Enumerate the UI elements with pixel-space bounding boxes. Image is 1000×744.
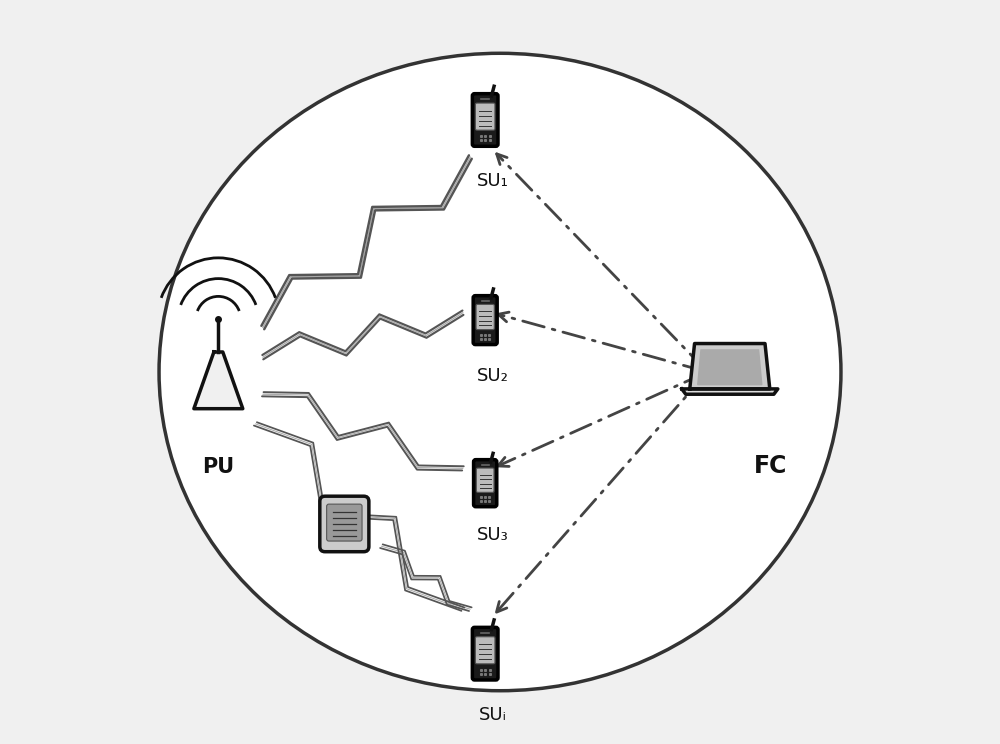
FancyBboxPatch shape xyxy=(320,496,369,552)
FancyBboxPatch shape xyxy=(476,468,494,493)
Ellipse shape xyxy=(159,54,841,690)
Polygon shape xyxy=(690,344,770,389)
Text: SU₂: SU₂ xyxy=(477,367,509,385)
Text: FC: FC xyxy=(754,454,787,478)
FancyBboxPatch shape xyxy=(475,637,495,664)
Polygon shape xyxy=(682,389,778,394)
Polygon shape xyxy=(194,352,243,408)
FancyBboxPatch shape xyxy=(472,627,498,680)
FancyBboxPatch shape xyxy=(474,460,497,507)
Polygon shape xyxy=(698,350,762,385)
Text: SU₃: SU₃ xyxy=(477,526,508,544)
FancyBboxPatch shape xyxy=(476,304,494,330)
FancyBboxPatch shape xyxy=(472,94,498,147)
FancyBboxPatch shape xyxy=(327,504,362,541)
FancyBboxPatch shape xyxy=(475,103,495,130)
Text: SUᵢ: SUᵢ xyxy=(479,705,507,724)
Text: SU₁: SU₁ xyxy=(477,172,509,190)
Text: PU: PU xyxy=(202,458,234,477)
FancyBboxPatch shape xyxy=(473,295,497,344)
